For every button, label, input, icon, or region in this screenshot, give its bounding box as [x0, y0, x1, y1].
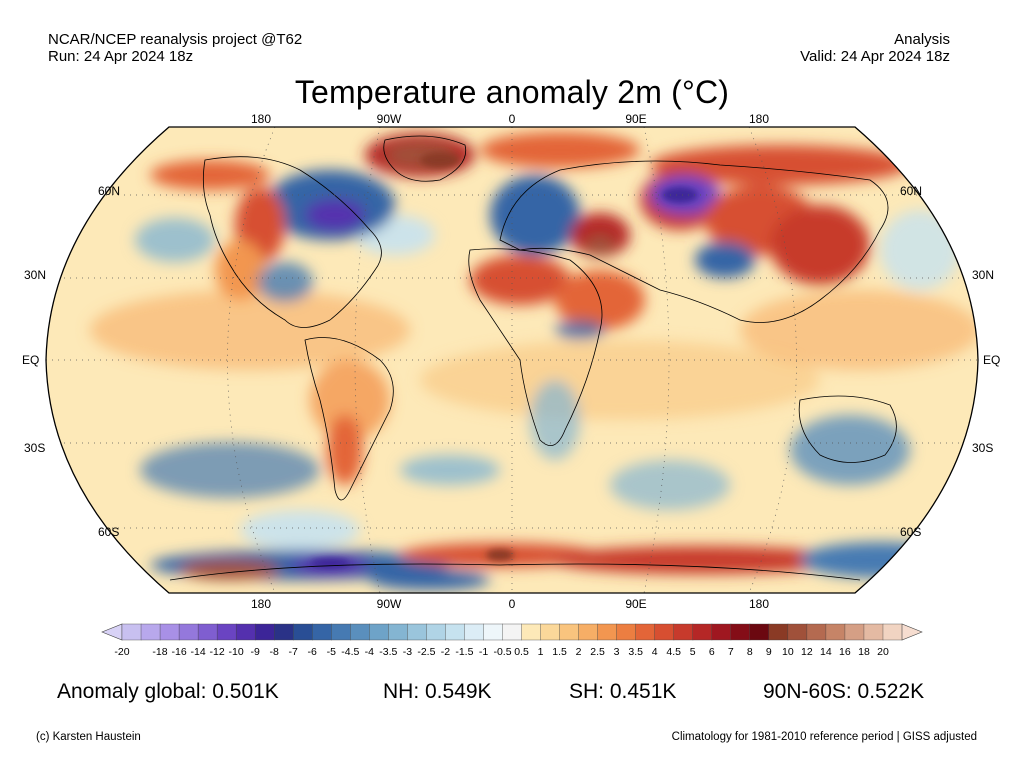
lon-label-top-0: 0: [508, 112, 516, 126]
colorbar-tick-label: 9: [765, 646, 772, 658]
lat-label-right-60n: 60N: [900, 184, 923, 198]
colorbar-tick-label: 5: [689, 646, 696, 658]
colorbar-tick-label: -9: [250, 646, 260, 658]
colorbar-tick-label: 4.5: [666, 646, 681, 658]
lon-label-top-90e: 90E: [625, 112, 647, 126]
globe-outline: [45, 126, 979, 594]
lon-label-bottom-180e: 180: [748, 597, 770, 611]
colorbar-tick-label: -14: [190, 646, 206, 658]
header-right: Analysis Valid: 24 Apr 2024 18z: [800, 31, 950, 65]
valid-label: Valid: 24 Apr 2024 18z: [800, 48, 950, 65]
colorbar-tick-label: -1: [478, 646, 489, 658]
colorbar-tick-label: -10: [228, 646, 244, 658]
colorbar-tick-label: 1: [537, 646, 544, 658]
colorbar-tick-label: 0.5: [514, 646, 529, 658]
colorbar-tick-label: 20: [877, 646, 889, 658]
credit: (c) Karsten Haustein: [36, 731, 141, 743]
header-left: NCAR/NCEP reanalysis project @T62 Run: 2…: [48, 31, 302, 65]
colorbar-tick-label: -16: [171, 646, 187, 658]
colorbar-tick-label: 18: [858, 646, 870, 658]
colorbar-tick-label: 1.5: [552, 646, 567, 658]
colorbar-tick-label: -20: [114, 646, 130, 658]
colorbar-tick-label: -4: [364, 646, 374, 658]
colorbar-tick-label: -5: [326, 646, 336, 658]
stat-sh: SH: 0.451K: [569, 680, 677, 703]
colorbar-tick-label: 14: [820, 646, 832, 658]
lat-label-right-eq: EQ: [983, 353, 1001, 367]
colorbar-tick-label: -6: [307, 646, 317, 658]
colorbar-tick-label: 4: [651, 646, 658, 658]
anomaly-field: [46, 127, 978, 593]
colorbar-tick-label: 2: [575, 646, 582, 658]
lat-label-left-eq: EQ: [22, 353, 40, 367]
colorbar-tick-label: -3.5: [379, 646, 398, 658]
colorbar-tick-label: 3: [613, 646, 620, 658]
lat-label-right-30n: 30N: [972, 268, 995, 282]
colorbar-tick-label: 10: [782, 646, 794, 658]
coastlines: [169, 135, 897, 581]
lon-label-bottom-0: 0: [508, 597, 516, 611]
lat-label-left-30n: 30N: [24, 268, 47, 282]
lat-label-right-60s: 60S: [900, 525, 922, 539]
map-title: Temperature anomaly 2m (°C): [294, 74, 730, 110]
colorbar-tick-label: 8: [746, 646, 753, 658]
stat-global: Anomaly global: 0.501K: [57, 680, 279, 703]
colorbar-tick-label: -2.5: [417, 646, 436, 658]
colorbar-tick-label: 6: [708, 646, 715, 658]
lon-label-top-90w: 90W: [376, 112, 402, 126]
colorbar-tick-label: -4.5: [341, 646, 360, 658]
analysis-label: Analysis: [894, 31, 950, 48]
stat-90n-60s: 90N-60S: 0.522K: [763, 680, 925, 703]
lon-label-top-180w: 180: [250, 112, 272, 126]
lon-label-bottom-90w: 90W: [376, 597, 402, 611]
colorbar-tick-label: 16: [839, 646, 851, 658]
colorbar-tick-label: -1.5: [455, 646, 474, 658]
colorbar-tick-label: -12: [209, 646, 225, 658]
project-label: NCAR/NCEP reanalysis project @T62: [48, 31, 303, 48]
colorbar-tick-label: -8: [269, 646, 279, 658]
colorbar-tick-label: 2.5: [590, 646, 605, 658]
run-label: Run: 24 Apr 2024 18z: [48, 48, 194, 65]
colorbar-tick-label: 3.5: [628, 646, 643, 658]
lat-label-left-60s: 60S: [98, 525, 120, 539]
lat-label-right-30s: 30S: [972, 441, 994, 455]
colorbar-tick-label: 7: [727, 646, 734, 658]
colorbar-tick-label: -0.5: [493, 646, 512, 658]
stat-nh: NH: 0.549K: [383, 680, 492, 703]
lon-label-bottom-90e: 90E: [625, 597, 647, 611]
lat-label-left-60n: 60N: [98, 184, 121, 198]
colorbar-tick-label: -2: [440, 646, 451, 658]
lon-label-top-180e: 180: [748, 112, 770, 126]
lon-label-bottom-180w: 180: [250, 597, 272, 611]
lat-label-left-30s: 30S: [24, 441, 46, 455]
colorbar-tick-label: 12: [801, 646, 813, 658]
colorbar-tick-label: -7: [288, 646, 298, 658]
colorbar-tick-label: -18: [152, 646, 168, 658]
colorbar-tick-label: -3: [402, 646, 413, 658]
graticule: [46, 127, 978, 593]
climatology-note: Climatology for 1981-2010 reference peri…: [671, 731, 977, 743]
